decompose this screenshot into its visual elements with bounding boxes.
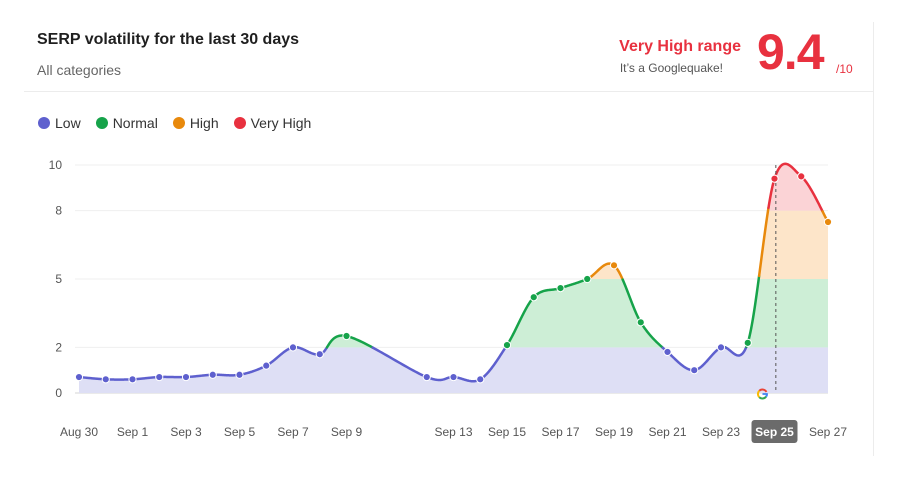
x-tick-label: Sep 17: [541, 425, 579, 439]
legend-dot-low: [38, 117, 50, 129]
y-tick-label: 2: [55, 340, 62, 354]
data-point: [609, 261, 619, 270]
legend-dot-normal: [95, 117, 108, 129]
x-tick-label: Sep 5: [224, 425, 256, 439]
data-point: [342, 331, 351, 341]
data-point: [529, 293, 538, 302]
legend-label-low: Low: [55, 115, 81, 131]
data-point: [262, 361, 271, 370]
legend-dot-very-high: [233, 117, 246, 129]
data-point: [155, 372, 164, 382]
legend-label-normal: Normal: [112, 115, 158, 131]
header-divider: [24, 91, 874, 92]
series-line-segment: [325, 334, 375, 349]
data-point: [422, 372, 431, 382]
legend-dot-high: [172, 117, 185, 129]
data-point: [690, 366, 699, 375]
x-tick-label: Sep 27: [809, 425, 847, 439]
card-border: [873, 22, 874, 456]
legend-label-high: High: [189, 115, 219, 131]
data-point: [208, 370, 217, 379]
data-point: [502, 341, 512, 350]
x-tick-label: Sep 13: [434, 425, 472, 439]
legend-item-very-high[interactable]: Very High: [233, 115, 312, 131]
data-point: [716, 343, 726, 352]
x-tick-label: Sep 9: [331, 425, 363, 439]
range-label: Very High range: [619, 38, 741, 55]
data-point: [823, 217, 833, 227]
series-line-segment: [586, 262, 624, 281]
y-tick-label: 5: [55, 272, 62, 286]
band-fill-very-high: [79, 165, 828, 211]
data-point: [449, 372, 458, 382]
series-line-segment: [504, 277, 590, 349]
data-point: [476, 375, 485, 384]
legend-item-low[interactable]: Low: [38, 115, 81, 131]
google-g-icon: [756, 388, 768, 400]
data-point: [74, 372, 84, 382]
legend-item-high[interactable]: High: [172, 115, 219, 131]
x-tick-label: Sep 7: [277, 425, 309, 439]
data-point: [288, 343, 298, 352]
x-tick-label: Sep 3: [170, 425, 202, 439]
x-tick-label: Sep 23: [702, 425, 740, 439]
data-point: [181, 372, 191, 382]
data-point: [636, 318, 645, 327]
category-selector[interactable]: All categories: [37, 62, 122, 78]
score-max: /10: [836, 62, 853, 76]
data-point: [743, 338, 752, 347]
x-tick-label-selected: Sep 25: [755, 425, 794, 439]
data-point: [101, 375, 110, 384]
data-point: [797, 172, 806, 181]
y-tick-label: 0: [55, 386, 62, 400]
data-point: [315, 350, 324, 359]
band-fill-high: [79, 210, 828, 279]
band-fill-low: [79, 347, 828, 393]
x-tick-label: Sep 21: [648, 425, 686, 439]
data-point: [583, 274, 592, 284]
series-line-segment: [757, 206, 770, 278]
data-point: [556, 284, 565, 293]
x-tick-label: Sep 15: [488, 425, 526, 439]
chart-title: SERP volatility for the last 30 days: [37, 31, 300, 48]
y-tick-label: 10: [49, 158, 63, 172]
x-tick-label: Sep 19: [595, 425, 633, 439]
x-tick-label: Sep 1: [117, 425, 149, 439]
band-fill-normal: [79, 279, 828, 348]
legend-item-normal[interactable]: Normal: [95, 115, 158, 131]
data-point: [770, 174, 779, 183]
volatility-score: 9.4: [757, 24, 825, 80]
chart-legend: Low Normal High Very High: [38, 115, 311, 131]
legend-label-very-high: Very High: [250, 115, 312, 131]
selected-date-badge: [751, 420, 798, 443]
data-point: [128, 375, 137, 384]
series-line-segment: [767, 162, 824, 213]
data-point: [663, 347, 672, 357]
series-line-segment: [724, 345, 748, 357]
data-point: [235, 370, 244, 379]
series-line-segment: [296, 346, 329, 356]
range-subtext: It’s a Googlequake!: [619, 61, 723, 75]
y-tick-label: 8: [55, 204, 62, 218]
x-tick-label: Aug 30: [60, 425, 98, 439]
